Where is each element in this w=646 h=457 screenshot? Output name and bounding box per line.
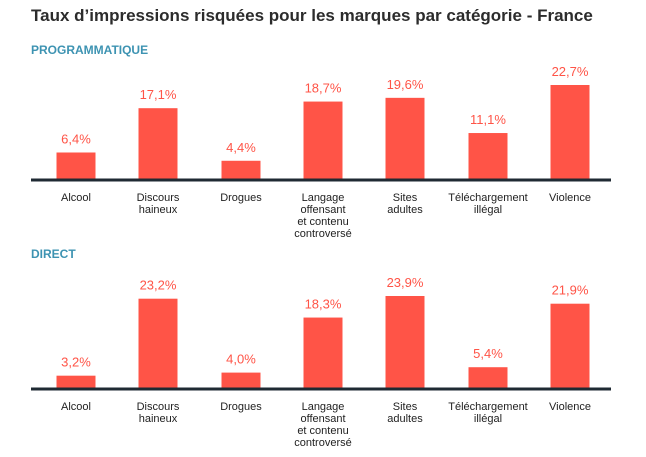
data-label: 22,7% — [552, 64, 589, 79]
bar — [468, 367, 508, 388]
data-label: 11,1% — [470, 112, 506, 127]
bar — [303, 317, 343, 388]
bar — [56, 375, 96, 388]
data-label: 23,9% — [387, 275, 424, 290]
data-label: 19,6% — [387, 77, 424, 92]
category-label: haineux — [139, 204, 178, 216]
bar — [56, 152, 96, 179]
bar — [550, 85, 590, 179]
category-label: Téléchargement — [448, 401, 528, 413]
category-label: Violence — [549, 401, 591, 413]
category-label: et contenu — [297, 216, 348, 228]
bar — [221, 160, 261, 179]
bar — [468, 133, 508, 179]
category-label: et contenu — [297, 425, 348, 437]
category-label: Téléchargement — [448, 192, 528, 204]
category-label: offensant — [300, 204, 345, 216]
category-label: Discours — [137, 192, 180, 204]
bar — [385, 97, 425, 179]
category-label: Langage — [302, 192, 345, 204]
category-label: controversé — [294, 228, 351, 240]
category-label: Alcool — [61, 192, 91, 204]
category-label: Alcool — [61, 401, 91, 413]
data-label: 3,2% — [61, 355, 91, 370]
category-label: Discours — [137, 401, 180, 413]
bar — [385, 296, 425, 388]
bar — [303, 101, 343, 179]
category-label: Drogues — [220, 192, 262, 204]
category-label: illégal — [474, 204, 502, 216]
category-label: Langage — [302, 401, 345, 413]
category-label: illégal — [474, 413, 502, 425]
data-label: 18,7% — [305, 81, 342, 96]
data-label: 6,4% — [61, 131, 91, 146]
bar — [138, 108, 178, 179]
category-label: Sites — [393, 192, 418, 204]
bar — [221, 372, 261, 388]
data-label: 4,4% — [226, 140, 256, 155]
chart-title: Taux d’impressions risquées pour les mar… — [31, 6, 593, 25]
bar — [138, 298, 178, 388]
data-label: 21,9% — [552, 283, 589, 298]
category-label: adultes — [387, 413, 423, 425]
category-label: Sites — [393, 401, 418, 413]
category-label: Drogues — [220, 401, 262, 413]
data-label: 5,4% — [473, 346, 503, 361]
category-label: haineux — [139, 413, 178, 425]
category-label: Violence — [549, 192, 591, 204]
section-title: PROGRAMMATIQUE — [31, 43, 148, 57]
category-label: adultes — [387, 204, 423, 216]
data-label: 17,1% — [140, 87, 177, 102]
section-title: DIRECT — [31, 247, 76, 261]
category-label: controversé — [294, 437, 351, 449]
data-label: 4,0% — [226, 352, 256, 367]
data-label: 18,3% — [305, 297, 342, 312]
data-label: 23,2% — [140, 278, 177, 293]
category-label: offensant — [300, 413, 345, 425]
bar — [550, 303, 590, 388]
